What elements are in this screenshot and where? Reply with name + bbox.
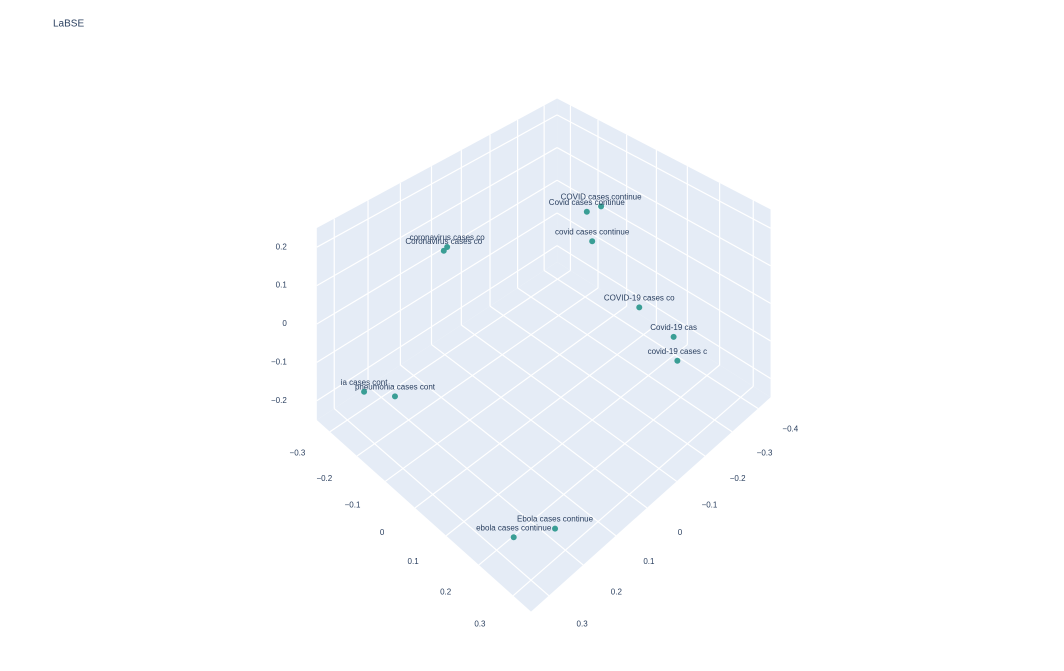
grid-line [445,344,688,537]
grid-line [333,408,550,597]
point-label: pneumonia cases cont [355,383,436,392]
point-label: Covid-19 cas [650,323,697,332]
x-tick-label: 0.1 [408,557,420,566]
grid-line [316,147,558,287]
z-tick-label: 0 [282,319,287,328]
point [589,238,596,245]
grid-line [556,114,771,229]
y-tick-label: −0.1 [702,500,718,509]
point-label: coronavirus cases co [410,233,486,242]
x-tick-label: −0.2 [316,474,332,483]
grid-line [316,245,558,402]
point-label: ia cases cont [341,378,388,387]
point [510,534,517,541]
point-label: covid-19 cases c [648,347,708,356]
z-tick-label: 0.1 [276,281,288,290]
grid-line [367,385,584,566]
point-label: Coronavirus cases co [405,237,482,246]
z-tick-label: −0.1 [271,358,287,367]
point [440,247,447,254]
y-tick-label: −0.3 [757,449,773,458]
z-tick-label: 0.2 [276,242,288,251]
x-tick-label: −0.3 [290,449,306,458]
grid-line [556,147,771,267]
grid-line [316,179,558,325]
grid-line [543,269,759,410]
point [670,333,677,340]
grid-line [385,305,627,482]
point [391,393,398,400]
grid-line [356,287,599,457]
point-label: Covid cases continue [549,198,626,207]
point [636,304,643,311]
y-tick-label: 0.3 [577,620,589,629]
point-label: COVID cases continue [561,193,642,202]
floor [316,262,771,612]
y-tick-label: 0 [678,528,683,537]
point [552,525,559,532]
grid-line [489,305,706,457]
y-tick-label: 0.2 [611,588,623,597]
point-label: ebola cases continue [476,523,552,532]
grid-line [329,269,571,433]
point-label: COVID-19 cases co [604,294,675,303]
point-label: Ebola cases continue [517,515,594,524]
grid-line [460,324,677,482]
point-label: covid cases continue [555,227,630,236]
grid-line [556,179,771,304]
x-tick-label: 0 [380,528,385,537]
point [674,357,681,364]
grid-line [556,245,771,380]
chart-title: LaBSE [53,19,84,30]
grid-line [517,287,733,433]
grid-line [414,324,657,509]
x-tick-label: −0.1 [345,500,361,509]
grid-line [478,364,721,566]
point [598,203,605,210]
grid-line [431,344,648,509]
point [361,388,368,395]
y-tick-label: 0.1 [643,557,655,566]
grid-line [512,385,754,597]
back-wall-right [557,98,771,398]
grid-line [556,212,771,342]
z-tick-label: −0.2 [271,396,287,405]
grid-line [316,212,558,363]
grid-line [400,364,617,537]
point [583,208,590,215]
y-tick-label: −0.4 [782,424,798,433]
back-wall-left [316,98,558,420]
x-tick-label: 0.2 [440,588,452,597]
x-tick-label: 0.3 [474,620,486,629]
grid-line [316,114,558,248]
y-tick-label: −0.2 [730,474,746,483]
